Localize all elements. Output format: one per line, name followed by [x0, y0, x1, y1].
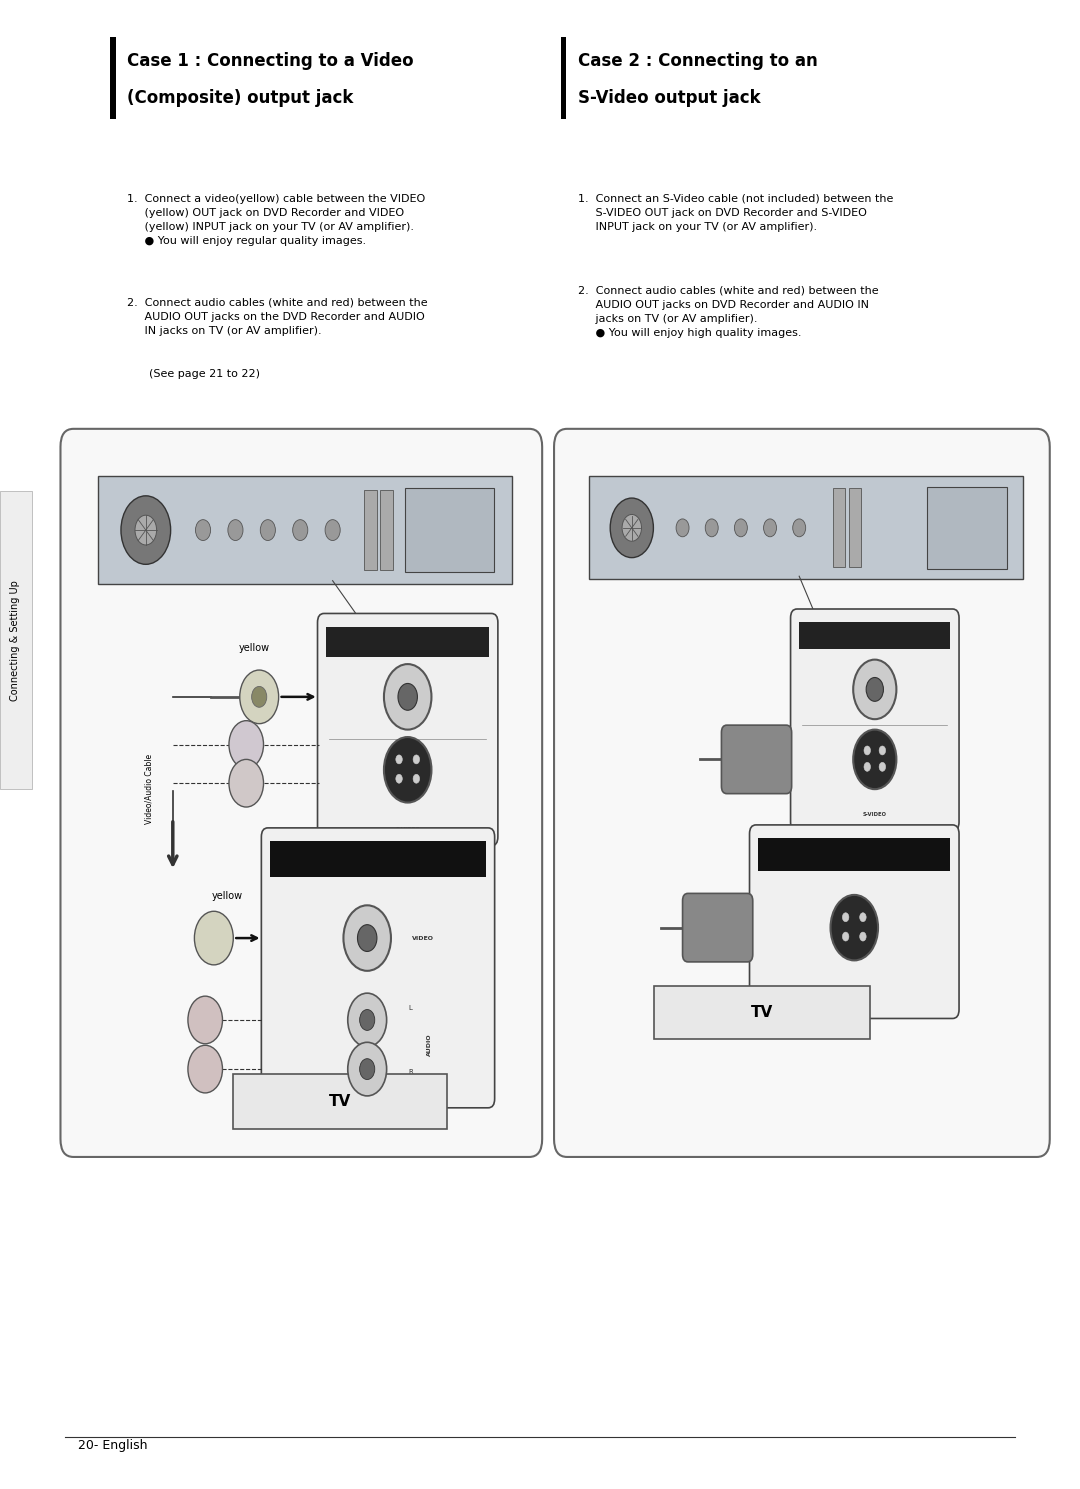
Circle shape — [188, 1045, 222, 1093]
FancyBboxPatch shape — [98, 476, 512, 584]
FancyBboxPatch shape — [364, 490, 377, 570]
Circle shape — [864, 762, 870, 771]
Circle shape — [414, 774, 420, 783]
Circle shape — [399, 683, 417, 710]
FancyBboxPatch shape — [721, 725, 792, 794]
Circle shape — [842, 913, 849, 922]
Text: S-VIDEO: S-VIDEO — [842, 1001, 866, 1005]
Text: 2.  Connect audio cables (white and red) between the
     AUDIO OUT jacks on DVD: 2. Connect audio cables (white and red) … — [578, 286, 878, 338]
Circle shape — [879, 762, 886, 771]
Circle shape — [860, 913, 866, 922]
Circle shape — [384, 664, 432, 730]
FancyBboxPatch shape — [110, 37, 116, 119]
FancyBboxPatch shape — [233, 1074, 447, 1129]
Circle shape — [188, 996, 222, 1044]
FancyBboxPatch shape — [318, 613, 498, 846]
Text: VIDEO: VIDEO — [413, 935, 434, 941]
Circle shape — [866, 677, 883, 701]
Circle shape — [228, 520, 243, 541]
Circle shape — [853, 660, 896, 719]
Circle shape — [853, 730, 896, 789]
Circle shape — [325, 520, 340, 541]
Circle shape — [831, 895, 878, 960]
Text: INPUT: INPUT — [362, 853, 394, 862]
Text: yellow: yellow — [212, 892, 242, 901]
FancyBboxPatch shape — [849, 488, 861, 567]
Text: AUDIO: AUDIO — [428, 1033, 432, 1056]
FancyBboxPatch shape — [380, 490, 393, 570]
Text: L: L — [408, 1005, 413, 1011]
FancyBboxPatch shape — [405, 488, 494, 572]
Text: VIDEO: VIDEO — [864, 631, 886, 637]
FancyBboxPatch shape — [60, 429, 542, 1157]
Circle shape — [195, 520, 211, 541]
Circle shape — [622, 515, 642, 541]
FancyBboxPatch shape — [750, 825, 959, 1018]
Circle shape — [360, 1059, 375, 1080]
Text: S-Video output jack: S-Video output jack — [578, 89, 760, 107]
Text: yellow: yellow — [239, 643, 269, 652]
Circle shape — [705, 520, 718, 536]
Text: (See page 21 to 22): (See page 21 to 22) — [149, 369, 260, 380]
Circle shape — [135, 515, 157, 545]
Circle shape — [194, 911, 233, 965]
Circle shape — [676, 520, 689, 536]
Circle shape — [240, 670, 279, 724]
Circle shape — [395, 774, 402, 783]
Text: 1.  Connect an S-Video cable (not included) between the
     S-VIDEO OUT jack on: 1. Connect an S-Video cable (not include… — [578, 194, 893, 232]
FancyBboxPatch shape — [654, 986, 870, 1039]
Text: (Composite) output jack: (Composite) output jack — [127, 89, 354, 107]
Text: INPUT: INPUT — [838, 849, 870, 858]
FancyBboxPatch shape — [833, 488, 845, 567]
Text: TV: TV — [752, 1005, 773, 1020]
Circle shape — [229, 721, 264, 768]
Circle shape — [414, 755, 420, 764]
FancyBboxPatch shape — [326, 627, 489, 657]
Circle shape — [229, 759, 264, 807]
Circle shape — [260, 520, 275, 541]
FancyBboxPatch shape — [758, 838, 950, 871]
Circle shape — [252, 686, 267, 707]
FancyBboxPatch shape — [683, 893, 753, 962]
Text: Case 2 : Connecting to an: Case 2 : Connecting to an — [578, 52, 818, 70]
Circle shape — [842, 932, 849, 941]
FancyBboxPatch shape — [927, 487, 1007, 569]
FancyBboxPatch shape — [261, 828, 495, 1108]
Circle shape — [764, 520, 777, 536]
Circle shape — [395, 755, 402, 764]
Circle shape — [343, 905, 391, 971]
FancyBboxPatch shape — [799, 622, 950, 649]
Circle shape — [360, 1010, 375, 1030]
Circle shape — [348, 993, 387, 1047]
FancyBboxPatch shape — [561, 37, 566, 119]
Text: S-VIDEO: S-VIDEO — [863, 813, 887, 817]
Circle shape — [357, 925, 377, 951]
Text: TV: TV — [329, 1093, 351, 1109]
Circle shape — [879, 746, 886, 755]
FancyBboxPatch shape — [270, 841, 486, 877]
Text: Case 1 : Connecting to a Video: Case 1 : Connecting to a Video — [127, 52, 414, 70]
Text: S-VIDEO: S-VIDEO — [395, 828, 420, 832]
Text: R: R — [408, 1069, 413, 1075]
Circle shape — [384, 737, 432, 803]
Text: 1.  Connect a video(yellow) cable between the VIDEO
     (yellow) OUT jack on DV: 1. Connect a video(yellow) cable between… — [127, 194, 426, 246]
Circle shape — [610, 497, 653, 557]
Text: Video/Audio Cable: Video/Audio Cable — [145, 753, 153, 825]
Circle shape — [793, 520, 806, 536]
FancyBboxPatch shape — [0, 491, 32, 789]
FancyBboxPatch shape — [589, 476, 1023, 579]
Text: 20- English: 20- English — [78, 1438, 147, 1452]
FancyBboxPatch shape — [554, 429, 1050, 1157]
Circle shape — [121, 496, 171, 564]
Circle shape — [860, 932, 866, 941]
FancyBboxPatch shape — [791, 609, 959, 831]
Circle shape — [348, 1042, 387, 1096]
Text: VIDEO: VIDEO — [395, 637, 420, 643]
Circle shape — [734, 520, 747, 536]
Circle shape — [293, 520, 308, 541]
Circle shape — [864, 746, 870, 755]
Text: Connecting & Setting Up: Connecting & Setting Up — [10, 579, 21, 701]
Text: 2.  Connect audio cables (white and red) between the
     AUDIO OUT jacks on the: 2. Connect audio cables (white and red) … — [127, 298, 428, 337]
